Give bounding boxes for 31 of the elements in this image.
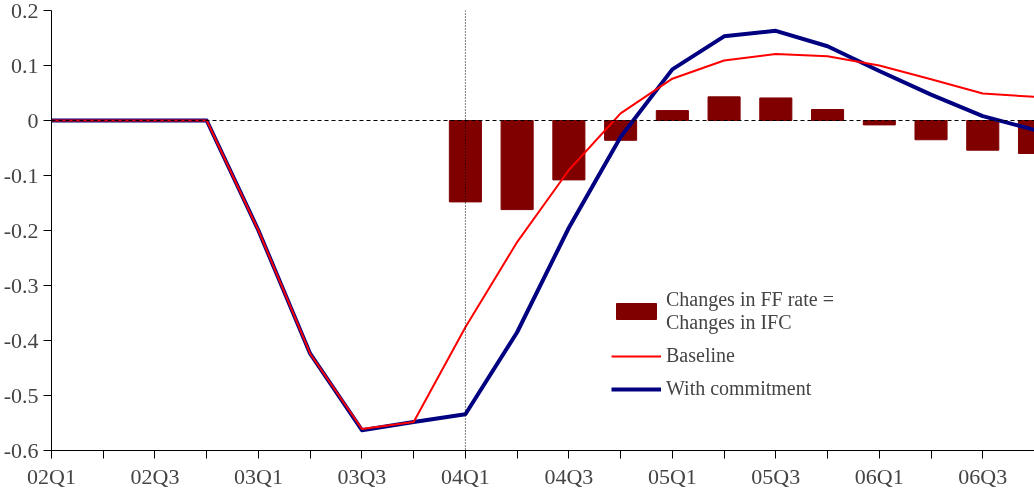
bar <box>759 97 793 121</box>
x-tick-label: 03Q1 <box>234 463 283 489</box>
legend-label: With commitment <box>666 377 812 400</box>
legend-label: Changes in FF rate = Changes in IFC <box>666 288 834 334</box>
x-tick-label: 06Q3 <box>958 463 1008 489</box>
bar <box>707 96 741 121</box>
legend-label: Baseline <box>666 344 735 367</box>
x-tick-label: 04Q3 <box>544 463 594 489</box>
x-tick-label: 05Q3 <box>751 463 801 489</box>
bar <box>500 120 534 211</box>
bar <box>655 110 689 121</box>
y-tick-label: -0.4 <box>3 327 39 353</box>
bar <box>552 120 586 181</box>
y-tick-label: -0.6 <box>3 437 39 463</box>
x-tick-label: 02Q3 <box>130 463 180 489</box>
y-tick-label: -0.3 <box>3 272 39 298</box>
x-tick-label: 03Q3 <box>337 463 387 489</box>
y-tick-label: -0.5 <box>3 382 39 408</box>
y-tick-label: 0.2 <box>11 0 39 23</box>
bar <box>914 120 948 141</box>
y-tick-label: 0 <box>27 107 39 133</box>
bar <box>966 120 1000 151</box>
x-tick-label: 02Q1 <box>27 463 76 489</box>
y-tick-label: -0.1 <box>3 162 39 188</box>
x-tick-label: 06Q1 <box>854 463 904 489</box>
x-tick-label: 04Q1 <box>440 463 490 489</box>
bar <box>811 109 845 121</box>
y-tick-label: -0.2 <box>3 217 39 243</box>
bar <box>448 120 482 203</box>
x-tick-label: 05Q1 <box>647 463 697 489</box>
y-tick-label: 0.1 <box>11 52 39 78</box>
